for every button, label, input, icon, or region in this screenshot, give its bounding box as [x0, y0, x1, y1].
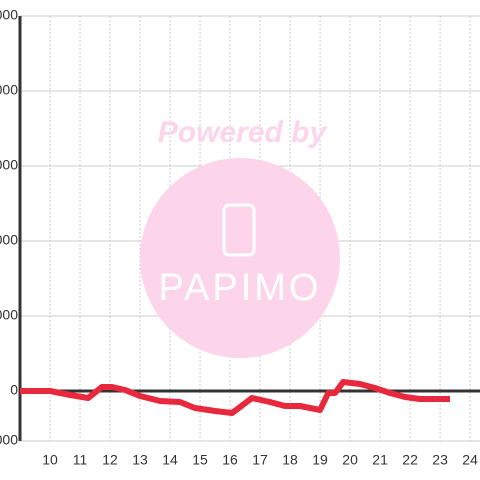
watermark-logo: PAPIMO [159, 267, 322, 309]
x-tick-label: 10 [42, 452, 58, 468]
x-tick-label: 17 [252, 452, 268, 468]
x-tick-label: 14 [162, 452, 178, 468]
y-tick-label: 150,000 [0, 7, 18, 23]
x-tick-label: 24 [462, 452, 478, 468]
y-tick-label: 120,000 [0, 82, 18, 98]
y-tick-label: 60,000 [0, 232, 18, 248]
x-tick-label: 12 [102, 452, 118, 468]
x-tick-label: 15 [192, 452, 208, 468]
x-tick-label: 11 [73, 452, 88, 468]
x-tick-label: 19 [312, 452, 328, 468]
x-tick-label: 20 [342, 452, 358, 468]
y-tick-label: -20,000 [0, 432, 18, 448]
watermark-text: Powered by [158, 116, 328, 149]
y-tick-label: 30,000 [0, 307, 18, 323]
y-tick-label: 90,000 [0, 157, 18, 173]
x-tick-label: 23 [432, 452, 448, 468]
y-tick-label: 0 [10, 382, 18, 398]
line [20, 379, 450, 416]
x-tick-label: 13 [132, 452, 148, 468]
watermark-icon [222, 203, 256, 257]
watermark-circle [140, 158, 340, 358]
x-tick-label: 22 [402, 452, 418, 468]
x-tick-label: 21 [372, 452, 388, 468]
x-tick-label: 18 [282, 452, 298, 468]
watermark: Powered by PAPIMO [140, 116, 340, 358]
x-tick-label: 16 [222, 452, 238, 468]
